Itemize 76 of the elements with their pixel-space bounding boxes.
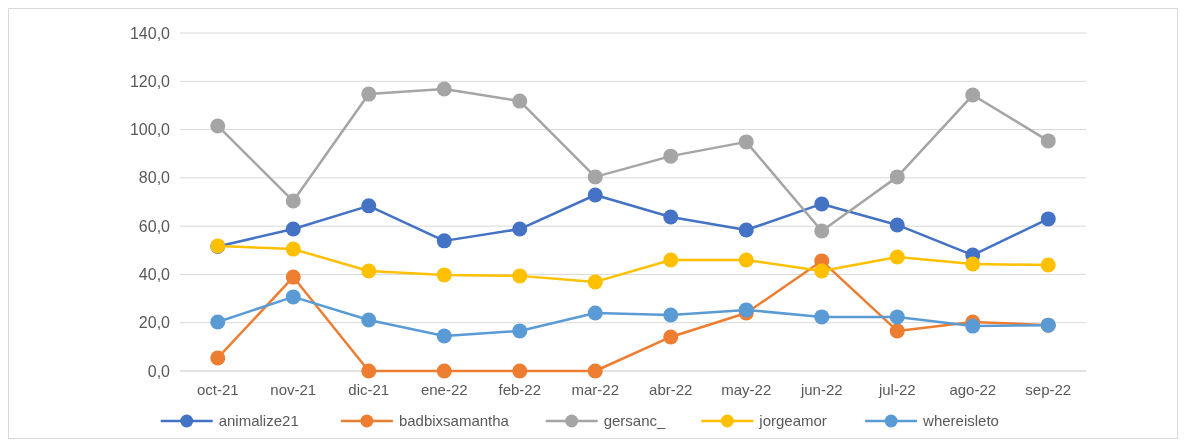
point [587,274,603,290]
x-tick-label: ago-22 [949,381,997,398]
legend-label: badbixsamantha [398,412,510,430]
y-tick-label: 140,0 [129,24,171,42]
point [285,289,301,305]
point [512,221,528,237]
legend-label: gersanc_ [603,412,667,430]
point [512,363,528,379]
point [436,267,452,283]
x-tick-label: dic-21 [348,381,390,398]
legend-label: jorgeamor [758,412,827,430]
point [965,87,981,103]
y-tick-label: 20,0 [138,314,171,332]
point [361,312,377,328]
point [889,323,905,339]
point [285,241,301,257]
point [738,252,754,268]
legend-label: animalize21 [218,412,299,430]
legend-label: whereisleto [922,412,999,430]
point [512,268,528,284]
point [512,93,528,109]
point [889,249,905,265]
point [285,193,301,209]
point [663,307,679,323]
point [814,309,830,325]
point [663,252,679,268]
y-tick-label: 40,0 [138,266,171,284]
point [512,323,528,339]
point [889,169,905,185]
x-tick-label: mar-22 [571,381,620,398]
x-tick-label: oct-21 [196,381,239,398]
point [1040,257,1056,273]
y-tick-label: 60,0 [138,217,171,235]
x-tick-label: sep-22 [1025,381,1072,398]
point [738,222,754,238]
x-tick-label: nov-21 [270,381,317,398]
point [587,305,603,321]
x-tick-label: ene-22 [420,381,468,398]
y-tick-label: 80,0 [138,169,171,187]
x-tick-label: may-22 [721,381,772,398]
y-tick-label: 120,0 [129,72,171,90]
x-tick-label: jul-22 [877,381,916,398]
point [361,86,377,102]
point [1040,133,1056,149]
x-tick-label: jun-22 [799,381,843,398]
point [285,269,301,285]
y-tick-label: 0,0 [147,362,171,380]
point [965,256,981,272]
point [436,363,452,379]
point [814,223,830,239]
point [587,187,603,203]
y-tick-label: 100,0 [129,121,171,139]
point [361,363,377,379]
point [436,328,452,344]
x-tick-label: abr-22 [649,381,693,398]
point [889,217,905,233]
point [587,363,603,379]
point [361,263,377,279]
point [436,81,452,97]
point [663,148,679,164]
point [814,196,830,212]
point [210,314,226,330]
point [587,169,603,185]
point [436,233,452,249]
point [285,221,301,237]
point [814,263,830,279]
point [1040,211,1056,227]
point [965,318,981,334]
x-tick-label: feb-22 [498,381,542,398]
point [663,209,679,225]
point [210,118,226,134]
point [738,134,754,150]
point [663,329,679,345]
point [210,350,226,366]
point [889,309,905,325]
point [361,198,377,214]
